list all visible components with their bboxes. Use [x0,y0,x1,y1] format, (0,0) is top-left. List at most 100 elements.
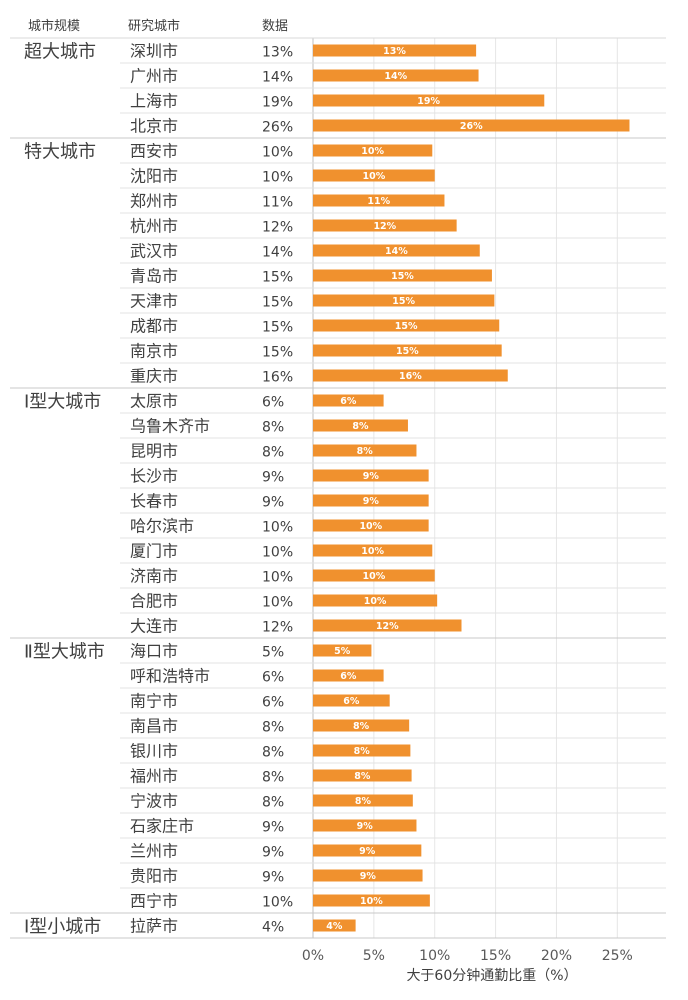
bar [313,69,479,82]
x-tick-label: 20% [541,948,572,964]
city-label: 兰州市 [130,842,178,861]
city-label: 青岛市 [130,267,178,286]
value-label: 8% [262,720,284,736]
city-label: 大连市 [130,617,178,636]
bar [313,644,372,657]
city-label: 福州市 [130,767,178,786]
bar-data-label: 6% [340,671,357,682]
bar-data-label: 9% [357,821,374,832]
value-label: 9% [262,820,284,836]
bar-data-label: 19% [417,96,440,107]
bar-data-label: 9% [359,846,376,857]
group-label: Ⅰ型小城市 [24,917,101,938]
city-label: 呼和浩特市 [130,667,210,686]
value-label: 14% [262,70,293,86]
bar [313,244,480,257]
header-city: 研究城市 [128,18,180,34]
bar-data-label: 11% [367,196,390,207]
value-label: 10% [262,595,293,611]
bar [313,194,445,207]
value-label: 9% [262,870,284,886]
bar-data-label: 15% [391,271,414,282]
bar [313,869,423,882]
bar [313,619,462,632]
value-label: 26% [262,120,293,136]
city-label: 乌鲁木齐市 [130,417,210,436]
city-label: 天津市 [130,292,178,311]
value-label: 16% [262,370,293,386]
city-label: 厦门市 [130,542,178,561]
bar [313,844,422,857]
value-label: 8% [262,445,284,461]
bar-data-label: 4% [326,921,343,932]
header-value: 数据 [262,19,288,34]
bar-data-label: 9% [363,496,380,507]
city-label: 南京市 [130,342,178,361]
city-label: 南宁市 [130,692,178,711]
value-label: 6% [262,395,284,411]
group-label: Ⅱ型大城市 [24,642,105,663]
bar-data-label: 8% [354,771,371,782]
group-label: 超大城市 [24,42,96,63]
city-label: 沈阳市 [130,167,178,186]
bar [313,169,435,182]
bar-data-label: 6% [343,696,360,707]
bar [313,519,429,532]
bar-data-label: 12% [373,221,396,232]
city-label: 广州市 [130,67,178,86]
value-label: 15% [262,270,293,286]
city-label: 合肥市 [130,592,178,611]
city-label: 太原市 [130,392,178,411]
bar-data-label: 5% [334,646,351,657]
x-tick-label: 0% [302,948,324,964]
value-label: 6% [262,670,284,686]
bars: 13% 14% 19% 26% 10% 10% 11% 12% 14% 15% 15% 15% 15% 1… [313,44,630,932]
bar [313,119,630,132]
bar-data-label: 8% [357,446,374,457]
bar [313,444,417,457]
header-city-size: 城市规模 [28,18,80,34]
value-label: 8% [262,420,284,436]
x-tick-label: 5% [363,948,385,964]
x-tick-label: 15% [480,948,511,964]
value-label: 5% [262,645,284,661]
bar-data-label: 10% [361,546,384,557]
bar [313,219,457,232]
x-tick-label: 25% [602,948,633,964]
city-label: 西宁市 [130,892,178,911]
bar-data-label: 14% [384,71,407,82]
bar [313,694,390,707]
city-label: 郑州市 [130,192,178,211]
bar [313,544,433,557]
bar [313,794,413,807]
city-label: 济南市 [130,567,178,586]
city-label: 南昌市 [130,717,178,736]
city-label: 重庆市 [130,367,178,386]
bar-data-label: 8% [355,796,372,807]
group-label: 特大城市 [24,142,96,163]
value-label: 10% [262,520,293,536]
bar-data-label: 15% [395,321,418,332]
value-label: 10% [262,145,293,161]
bar [313,94,545,107]
city-label: 拉萨市 [130,917,178,936]
value-label: 10% [262,170,293,186]
city-label: 成都市 [130,317,178,336]
city-label: 北京市 [130,117,178,136]
city-label: 贵阳市 [130,867,178,886]
x-axis: 0% 5% 10% 15% 20% 25% [302,948,633,964]
city-label: 长沙市 [130,467,178,486]
value-label: 12% [262,220,293,236]
bar [313,769,412,782]
gridlines [10,37,666,939]
value-label: 14% [262,245,293,261]
group-label: Ⅰ型大城市 [24,392,101,413]
bar [313,669,384,682]
city-label: 武汉市 [130,242,178,261]
bar-data-label: 8% [352,421,369,432]
bar-data-label: 10% [361,146,384,157]
city-label: 杭州市 [130,217,178,236]
value-label: 13% [262,45,293,61]
